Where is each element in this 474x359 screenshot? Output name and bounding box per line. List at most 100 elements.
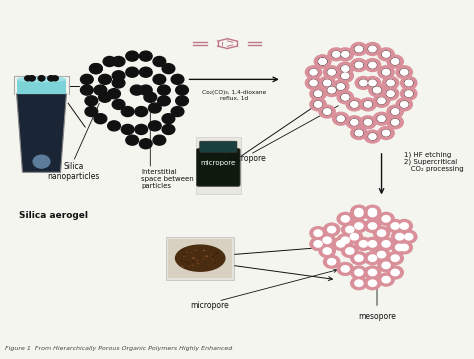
Circle shape [126,51,138,61]
Circle shape [346,226,354,233]
Circle shape [342,223,358,236]
Circle shape [355,269,363,276]
Circle shape [103,56,116,66]
Circle shape [359,241,367,247]
Polygon shape [17,79,66,94]
Circle shape [341,237,349,243]
Ellipse shape [192,257,195,259]
Circle shape [374,94,390,107]
Circle shape [333,51,340,57]
Circle shape [333,237,349,250]
Circle shape [396,244,404,251]
Circle shape [319,76,335,89]
Ellipse shape [212,258,214,260]
Circle shape [337,48,354,61]
Circle shape [337,62,354,75]
Circle shape [351,277,367,290]
Circle shape [319,105,335,118]
Circle shape [382,262,390,269]
Ellipse shape [194,250,197,251]
Circle shape [337,116,345,122]
Ellipse shape [212,256,215,257]
Circle shape [38,76,45,81]
Ellipse shape [196,263,199,264]
Circle shape [153,74,166,84]
Circle shape [405,233,413,240]
Circle shape [355,209,363,215]
Circle shape [323,237,331,243]
Circle shape [139,139,152,149]
Circle shape [355,255,363,261]
Circle shape [383,51,390,57]
Circle shape [365,266,381,279]
Circle shape [396,233,404,240]
Circle shape [351,252,367,265]
Text: micropore: micropore [228,154,266,163]
Circle shape [139,67,152,77]
Circle shape [323,248,331,254]
Circle shape [351,102,358,107]
Circle shape [400,244,408,251]
Circle shape [342,94,349,100]
Ellipse shape [204,261,205,262]
Circle shape [355,280,363,286]
Circle shape [319,234,335,247]
Circle shape [365,277,381,290]
Circle shape [99,74,111,84]
Circle shape [383,69,390,75]
Circle shape [342,244,358,257]
Circle shape [383,76,399,89]
Circle shape [374,248,390,261]
Circle shape [346,116,363,129]
Circle shape [324,80,331,86]
Circle shape [310,98,326,111]
Circle shape [351,220,367,232]
Circle shape [176,96,188,106]
Circle shape [171,107,184,117]
Circle shape [374,112,390,125]
Circle shape [48,76,55,81]
Circle shape [355,62,363,68]
Ellipse shape [197,263,200,264]
Circle shape [346,98,363,111]
Circle shape [108,121,120,131]
Circle shape [401,76,417,89]
Circle shape [337,213,354,225]
Ellipse shape [213,258,215,259]
Circle shape [351,42,367,55]
Circle shape [360,80,367,86]
Circle shape [337,234,354,247]
Text: Silica
nanoparticles: Silica nanoparticles [47,162,100,181]
Circle shape [346,248,354,254]
Circle shape [369,134,376,139]
Circle shape [365,102,372,107]
Circle shape [328,87,335,93]
Circle shape [314,55,331,68]
Circle shape [374,87,381,93]
Circle shape [346,230,363,243]
Circle shape [328,48,345,61]
Circle shape [355,210,363,217]
Circle shape [328,258,336,265]
Ellipse shape [214,262,216,263]
Circle shape [319,59,326,64]
Circle shape [341,266,349,272]
Circle shape [342,51,349,57]
Circle shape [360,98,376,111]
Ellipse shape [184,256,186,257]
Circle shape [52,76,58,81]
Ellipse shape [193,265,194,266]
Ellipse shape [17,76,66,83]
Circle shape [38,76,45,81]
FancyBboxPatch shape [166,237,234,280]
FancyBboxPatch shape [197,149,240,186]
Circle shape [153,56,166,66]
Ellipse shape [192,265,194,266]
Circle shape [305,76,322,89]
Circle shape [396,98,412,111]
Circle shape [176,85,188,95]
Circle shape [351,207,367,220]
Ellipse shape [181,266,183,267]
Circle shape [310,87,326,100]
Ellipse shape [184,261,186,262]
